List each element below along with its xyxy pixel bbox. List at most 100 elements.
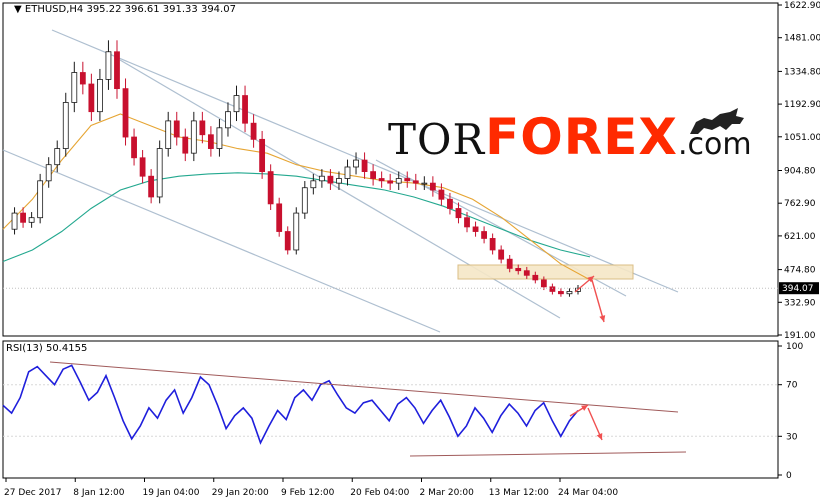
candle-body [447,198,453,209]
candle-body [216,127,223,149]
logo: TORFOREX.com [388,108,752,166]
candle-body [259,138,266,173]
candle-body [378,178,385,182]
candle-body [54,148,61,166]
candle-body [71,72,78,103]
candle-body [532,274,539,281]
candle-body [156,148,163,198]
price-tick-label: 1481.00 [784,34,820,44]
forecast-arrow-down [591,279,605,323]
candle-body [540,279,547,288]
candle-body [489,238,496,251]
rsi-support-trendline [409,451,687,457]
candle-body [464,217,470,228]
candle-body [190,120,197,154]
candle-body [250,122,257,140]
candle-body [122,88,129,138]
price-tick-label: 1192.90 [784,100,820,110]
candle-body [276,203,283,232]
candle-body [301,187,308,214]
rsi-arrow-up-head [581,405,588,411]
candle-body [199,120,206,136]
x-tick-label: 9 Feb 12:00 [281,488,335,498]
candle-body [387,180,394,184]
candle-body [361,159,368,173]
price-tick-label: 1622.90 [784,1,820,11]
candle-body [37,180,44,219]
candle-body [336,178,342,184]
candle-body [429,182,436,191]
candle-body [353,159,359,168]
price-tick-label: 621.00 [784,232,816,242]
price-tick-label: 1334.80 [784,67,820,77]
candle-body [455,208,462,219]
rsi-tick-label: 0 [786,471,792,481]
candle-body [62,102,69,149]
candle-body [327,175,334,184]
ma-fast-line [2,113,591,281]
candle-body [293,212,300,251]
candle-body [558,291,564,295]
x-tick-label: 20 Feb 04:00 [350,488,409,498]
ma-slow-line [2,172,591,263]
forecast-arrow-down-head [599,315,606,322]
rsi-title: RSI(13) 50.4155 [6,343,88,354]
title-marker: ▼ [14,4,22,15]
candle-body [45,164,52,182]
candle-body [225,111,231,129]
candle-body [481,231,487,239]
symbol-label: ETHUSD,H4 [24,4,84,15]
x-tick-label: 24 Mar 04:00 [558,488,618,498]
candle-body [498,249,505,260]
candle-body [523,270,530,276]
candle-body [506,258,513,269]
chart-title: ▼ ETHUSD,H4 395.22 396.61 391.33 394.07 [14,4,236,15]
candle-body [139,157,146,177]
candle-body [318,175,325,182]
price-tick-label: 474.80 [784,266,816,276]
current-price-label: 394.07 [782,284,814,294]
rsi-line [2,364,579,445]
candle-body [310,180,317,189]
candle-body [233,95,240,113]
candle-body [182,136,189,154]
rsi-arrow-down-head [596,433,603,440]
candle-body [105,51,112,80]
rsi-tick-label: 30 [786,432,798,442]
resistance-zone [457,264,634,280]
x-tick-label: 2 Mar 20:00 [420,488,475,498]
x-tick-label: 8 Jan 12:00 [73,488,125,498]
rsi-tick-label: 100 [786,342,803,352]
bull-bear-icon [690,108,744,134]
price-tick-label: 762.90 [784,199,816,209]
forecast-arrow-up-head [587,276,594,283]
rsi-resistance-trendline [49,361,679,413]
candle-body [131,136,137,159]
x-tick-label: 29 Jan 20:00 [212,488,269,498]
candle-body [267,171,274,205]
trend-channel-line [2,149,441,333]
candle-body [207,134,214,149]
candle-body [148,175,155,198]
x-tick-label: 19 Jan 04:00 [143,488,200,498]
current-price-badge [779,282,819,295]
candle-body [344,166,351,179]
candle-body [20,212,26,223]
x-tick-label: 13 Mar 12:00 [489,488,549,498]
candle-body [515,267,522,272]
candle-body [370,171,377,179]
candle-body [79,72,86,85]
price-tick-label: 191.00 [784,331,816,341]
candle-body [173,120,180,138]
price-tick-label: 332.90 [784,298,816,308]
candle-body [88,83,95,113]
candle-body [284,231,291,251]
candle-body [438,189,445,200]
candle-body [242,95,248,124]
candle-body [114,51,120,90]
candle-body [472,226,479,232]
candle-body [549,286,556,292]
logo-tor: TOR [388,115,486,164]
price-pane-frame [2,2,779,337]
